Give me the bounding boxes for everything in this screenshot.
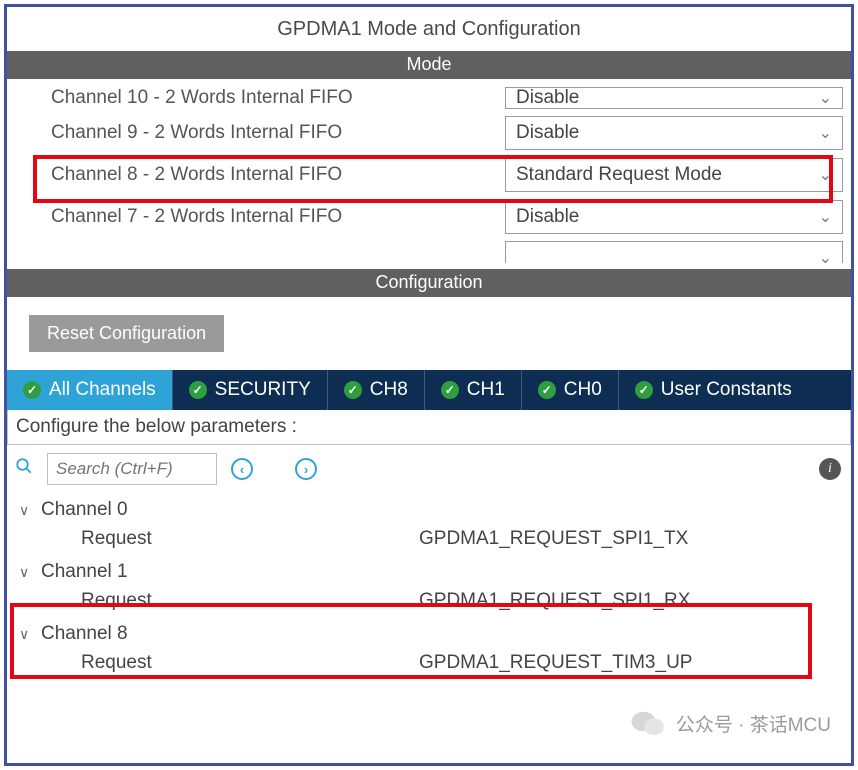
mode-row-ch8: Channel 8 - 2 Words Internal FIFO Standa… bbox=[25, 157, 843, 193]
mode-select-ch7[interactable]: Disable ⌄ bbox=[505, 200, 843, 234]
check-icon: ✓ bbox=[344, 381, 362, 399]
mode-row-ch7: Channel 7 - 2 Words Internal FIFO Disabl… bbox=[25, 199, 843, 235]
tab-label: CH0 bbox=[564, 379, 602, 401]
next-match-button[interactable]: › bbox=[295, 458, 317, 480]
reset-row: Reset Configuration bbox=[7, 297, 851, 370]
mode-label: Channel 7 - 2 Words Internal FIFO bbox=[25, 206, 505, 228]
collapse-icon: ∨ bbox=[19, 502, 35, 519]
mode-select-value: Disable bbox=[516, 122, 579, 144]
parameters-hint: Configure the below parameters : bbox=[7, 410, 851, 445]
mode-select-ch9[interactable]: Disable ⌄ bbox=[505, 116, 843, 150]
tree-leaf-ch8-request[interactable]: Request GPDMA1_REQUEST_TIM3_UP bbox=[15, 647, 843, 679]
tree-leaf-key: Request bbox=[81, 590, 419, 612]
tab-label: User Constants bbox=[661, 379, 792, 401]
configuration-section-header: Configuration bbox=[7, 269, 851, 297]
chevron-down-icon: ⌄ bbox=[819, 88, 832, 108]
mode-select-ch10[interactable]: Disable ⌄ bbox=[505, 87, 843, 109]
tab-all-channels[interactable]: ✓ All Channels bbox=[7, 370, 173, 410]
tab-ch8[interactable]: ✓ CH8 bbox=[328, 370, 425, 410]
mode-select-cut[interactable]: ⌄ bbox=[505, 241, 843, 263]
check-icon: ✓ bbox=[441, 381, 459, 399]
tabs-row: ✓ All Channels ✓ SECURITY ✓ CH8 ✓ CH1 ✓ … bbox=[7, 370, 851, 410]
watermark: 公众号 · 茶话MCU bbox=[630, 707, 831, 739]
mode-label: Channel 9 - 2 Words Internal FIFO bbox=[25, 122, 505, 144]
search-icon[interactable] bbox=[15, 457, 33, 481]
mode-row-ch9: Channel 9 - 2 Words Internal FIFO Disabl… bbox=[25, 115, 843, 151]
tree-leaf-value: GPDMA1_REQUEST_SPI1_TX bbox=[419, 528, 843, 550]
tab-security[interactable]: ✓ SECURITY bbox=[173, 370, 328, 410]
tree-node-channel1[interactable]: ∨ Channel 1 bbox=[15, 555, 843, 585]
tab-label: CH1 bbox=[467, 379, 505, 401]
search-input[interactable] bbox=[47, 453, 217, 485]
tree-leaf-key: Request bbox=[81, 652, 419, 674]
chevron-down-icon: ⌄ bbox=[819, 248, 832, 263]
check-icon: ✓ bbox=[23, 381, 41, 399]
tree-leaf-key: Request bbox=[81, 528, 419, 550]
mode-label: Channel 10 - 2 Words Internal FIFO bbox=[25, 87, 505, 109]
tree-leaf-value: GPDMA1_REQUEST_SPI1_RX bbox=[419, 590, 843, 612]
tab-ch0[interactable]: ✓ CH0 bbox=[522, 370, 619, 410]
check-icon: ✓ bbox=[538, 381, 556, 399]
check-icon: ✓ bbox=[635, 381, 653, 399]
wechat-icon bbox=[630, 707, 666, 739]
search-row: ‹ › i bbox=[7, 445, 851, 491]
chevron-down-icon: ⌄ bbox=[819, 165, 832, 185]
mode-section-header: Mode bbox=[7, 51, 851, 79]
mode-select-value: Disable bbox=[516, 206, 579, 228]
parameters-tree: ∨ Channel 0 Request GPDMA1_REQUEST_SPI1_… bbox=[7, 491, 851, 699]
app-frame: GPDMA1 Mode and Configuration Mode Chann… bbox=[4, 4, 854, 766]
mode-select-ch8[interactable]: Standard Request Mode ⌄ bbox=[505, 158, 843, 192]
mode-body: Channel 10 - 2 Words Internal FIFO Disab… bbox=[7, 85, 851, 263]
tab-label: All Channels bbox=[49, 379, 156, 401]
tree-leaf-ch1-request[interactable]: Request GPDMA1_REQUEST_SPI1_RX bbox=[15, 585, 843, 617]
collapse-icon: ∨ bbox=[19, 626, 35, 643]
tree-node-channel8[interactable]: ∨ Channel 8 bbox=[15, 617, 843, 647]
tab-ch1[interactable]: ✓ CH1 bbox=[425, 370, 522, 410]
tree-node-label: Channel 8 bbox=[41, 623, 128, 645]
mode-select-value: Standard Request Mode bbox=[516, 164, 722, 186]
mode-row-cut: ⌄ bbox=[25, 241, 843, 263]
collapse-icon: ∨ bbox=[19, 564, 35, 581]
tree-node-channel0[interactable]: ∨ Channel 0 bbox=[15, 493, 843, 523]
info-icon[interactable]: i bbox=[819, 458, 841, 480]
tab-label: CH8 bbox=[370, 379, 408, 401]
page-title: GPDMA1 Mode and Configuration bbox=[277, 18, 581, 41]
page-title-row: GPDMA1 Mode and Configuration bbox=[7, 7, 851, 51]
tab-label: SECURITY bbox=[215, 379, 311, 401]
chevron-down-icon: ⌄ bbox=[819, 123, 832, 143]
reset-configuration-button[interactable]: Reset Configuration bbox=[29, 315, 224, 352]
tree-node-label: Channel 1 bbox=[41, 561, 128, 583]
prev-match-button[interactable]: ‹ bbox=[231, 458, 253, 480]
tree-node-label: Channel 0 bbox=[41, 499, 128, 521]
check-icon: ✓ bbox=[189, 381, 207, 399]
chevron-down-icon: ⌄ bbox=[819, 207, 832, 227]
tree-leaf-value: GPDMA1_REQUEST_TIM3_UP bbox=[419, 652, 843, 674]
tree-leaf-ch0-request[interactable]: Request GPDMA1_REQUEST_SPI1_TX bbox=[15, 523, 843, 555]
mode-select-value: Disable bbox=[516, 87, 579, 109]
tab-user-constants[interactable]: ✓ User Constants bbox=[619, 370, 808, 410]
watermark-text: 公众号 · 茶话MCU bbox=[676, 710, 831, 737]
mode-label: Channel 8 - 2 Words Internal FIFO bbox=[25, 164, 505, 186]
mode-row-ch10: Channel 10 - 2 Words Internal FIFO Disab… bbox=[25, 85, 843, 109]
